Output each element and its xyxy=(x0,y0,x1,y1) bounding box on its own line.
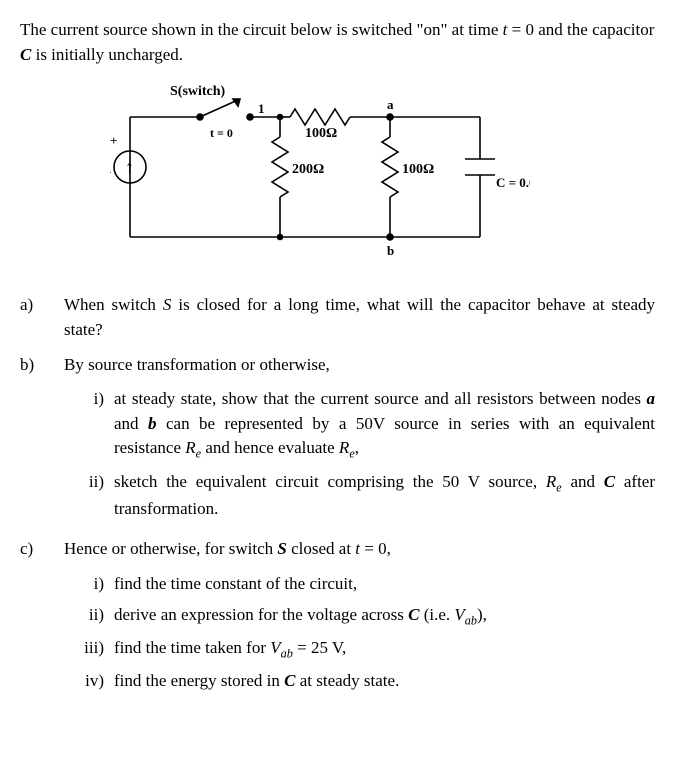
node-b-label: b xyxy=(387,243,394,258)
node1-label: 1 xyxy=(258,101,265,116)
qb-ii-pre: sketch the equivalent circuit comprising… xyxy=(114,472,546,491)
intro-line1-pre: The current source shown in the circuit … xyxy=(20,20,503,39)
qc-iv-C: C xyxy=(284,671,295,690)
circuit-diagram: S(switch) 1 t = 0 100Ω 200Ω 100Ω a b C =… xyxy=(110,77,530,277)
qb-i-b: b xyxy=(148,414,157,433)
rtop-label: 100Ω xyxy=(305,126,337,141)
qb-body: By source transformation or otherwise, i… xyxy=(64,353,655,528)
intro-line2-pre: the capacitor xyxy=(567,20,654,39)
qb-i-a: a xyxy=(647,389,656,408)
circuit-svg: S(switch) 1 t = 0 100Ω 200Ω 100Ω a b C =… xyxy=(110,77,530,277)
qc-i-marker: i) xyxy=(64,572,114,597)
qb-i-marker: i) xyxy=(64,387,114,463)
qb-marker: b) xyxy=(20,353,64,528)
switch-label: S(switch) xyxy=(170,84,226,99)
arrow-up-icon: ↑ xyxy=(125,157,134,177)
qa-body: When switch S is closed for a long time,… xyxy=(64,293,655,342)
qc-iv: iv) find the energy stored in C at stead… xyxy=(64,669,655,694)
qb-i-Re: R xyxy=(185,438,195,457)
node-a-label: a xyxy=(387,97,394,112)
qc-iii-Vsub: ab xyxy=(281,646,293,660)
qa-pre: When switch xyxy=(64,295,163,314)
qc-i: i) find the time constant of the circuit… xyxy=(64,572,655,597)
t0-label: t = 0 xyxy=(210,126,233,140)
qb-i-body: at steady state, show that the current s… xyxy=(114,387,655,463)
qc-iv-marker: iv) xyxy=(64,669,114,694)
qc-iv-post: at steady state. xyxy=(295,671,399,690)
plus-label: + xyxy=(110,133,117,148)
cap-label: C = 0.01F xyxy=(496,175,530,190)
intro-paragraph: The current source shown in the circuit … xyxy=(20,18,655,67)
qc-iv-pre: find the energy stored in xyxy=(114,671,284,690)
qb-ii: ii) sketch the equivalent circuit compri… xyxy=(64,470,655,522)
intro-line2-post: is initially uncharged. xyxy=(31,45,183,64)
qc-ii-pre: derive an expression for the voltage acr… xyxy=(114,605,408,624)
qc-iii: iii) find the time taken for Vab = 25 V, xyxy=(64,636,655,663)
qc-ii-post: ), xyxy=(477,605,487,624)
qc-ii-mid: (i.e. xyxy=(419,605,454,624)
qc-ii-C: C xyxy=(408,605,419,624)
qb-ii-C: C xyxy=(604,472,615,491)
qc-iii-post: = 25 V, xyxy=(293,638,346,657)
qc-body: Hence or otherwise, for switch S closed … xyxy=(64,537,655,699)
qc-iii-pre: find the time taken for xyxy=(114,638,270,657)
qc-ii: ii) derive an expression for the voltage… xyxy=(64,603,655,630)
question-b: b) By source transformation or otherwise… xyxy=(20,353,655,528)
qb-i-pre: at steady state, show that the current s… xyxy=(114,389,647,408)
qb-i-Re2: R xyxy=(339,438,349,457)
qc-S: S xyxy=(277,539,286,558)
qc-post: = 0, xyxy=(360,539,391,558)
intro-C: C xyxy=(20,45,31,64)
qc-mid: closed at xyxy=(287,539,355,558)
qb-text: By source transformation or otherwise, xyxy=(64,355,330,374)
qb-ii-mid: and xyxy=(562,472,604,491)
rright-label: 100Ω xyxy=(402,162,434,177)
qc-ii-Vsub: ab xyxy=(465,613,477,627)
qc-iv-body: find the energy stored in C at steady st… xyxy=(114,669,655,694)
qc-iii-body: find the time taken for Vab = 25 V, xyxy=(114,636,655,663)
qc-ii-V: V xyxy=(454,605,464,624)
qb-i: i) at steady state, show that the curren… xyxy=(64,387,655,463)
qc-marker: c) xyxy=(20,537,64,699)
qb-i-mid1: and xyxy=(114,414,148,433)
qb-ii-Re: R xyxy=(546,472,556,491)
intro-line1-post: = 0 and xyxy=(507,20,562,39)
qc-pre: Hence or otherwise, for switch xyxy=(64,539,277,558)
qc-iii-marker: iii) xyxy=(64,636,114,663)
qc-ii-marker: ii) xyxy=(64,603,114,630)
qb-ii-marker: ii) xyxy=(64,470,114,522)
qb-i-post: , xyxy=(355,438,359,457)
qb-i-mid3: and hence evaluate xyxy=(201,438,339,457)
qa-marker: a) xyxy=(20,293,64,342)
source-label: 1A xyxy=(110,162,112,177)
qb-ii-body: sketch the equivalent circuit comprising… xyxy=(114,470,655,522)
qc-ii-body: derive an expression for the voltage acr… xyxy=(114,603,655,630)
question-a: a) When switch S is closed for a long ti… xyxy=(20,293,655,342)
qc-iii-V: V xyxy=(270,638,280,657)
question-c: c) Hence or otherwise, for switch S clos… xyxy=(20,537,655,699)
qc-i-text: find the time constant of the circuit, xyxy=(114,572,655,597)
rleft-label: 200Ω xyxy=(292,162,324,177)
